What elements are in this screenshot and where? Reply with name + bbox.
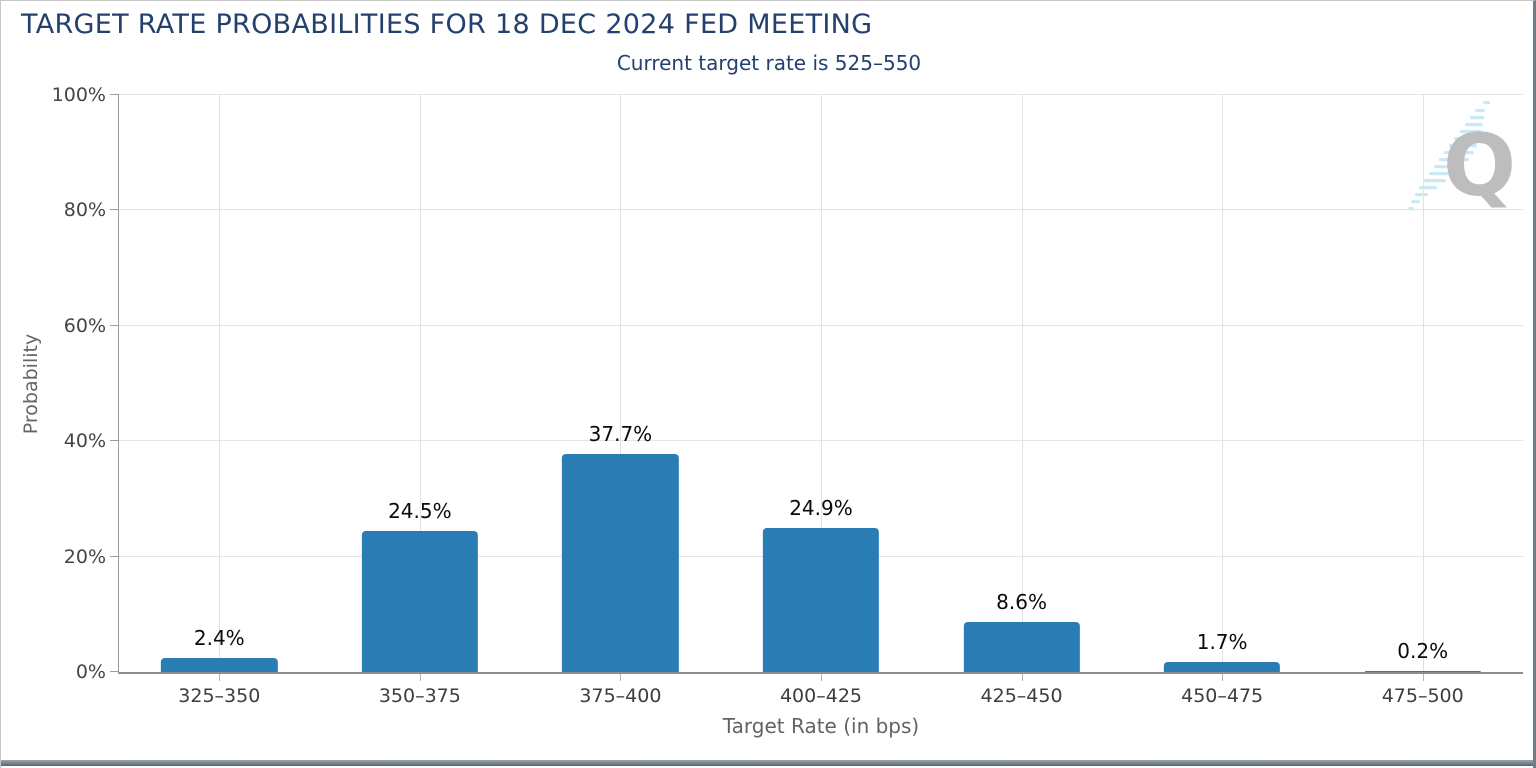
y-axis-tick-label: 0% — [75, 661, 106, 683]
x-axis-tick — [820, 674, 822, 681]
vertical-gridline — [620, 95, 622, 672]
plot-area: 0% 20% 40% 60% 80% 100% 2.4% 325–350 24.5% 350–37… — [52, 84, 1523, 707]
y-axis-tick — [110, 671, 119, 672]
x-axis-tick — [419, 674, 421, 681]
probability-bar[interactable] — [1364, 670, 1481, 672]
x-axis-tick-label: 350–375 — [378, 685, 461, 707]
bar-value-label: 0.2% — [1397, 638, 1449, 663]
current-target-rate-value: 525–550 — [834, 51, 922, 75]
y-axis-tick-label: 20% — [63, 545, 106, 568]
y-axis-tick — [110, 94, 119, 95]
probability-bar[interactable] — [1163, 662, 1281, 672]
y-axis-title: Probability — [20, 333, 42, 435]
vertical-gridline — [219, 95, 221, 672]
subtitle-prefix: Current target rate is — [616, 51, 835, 75]
y-axis-tick-label: 40% — [63, 430, 106, 453]
bar-value-label: 2.4% — [193, 626, 245, 651]
category-column: 8.6% 425–450 — [921, 95, 1122, 707]
vertical-gridline — [1422, 95, 1424, 672]
bar-value-label: 1.7% — [1196, 630, 1248, 655]
category-column: 0.2% 475–500 — [1322, 95, 1523, 707]
category-column: 24.5% 350–375 — [320, 95, 521, 707]
vertical-gridline — [419, 95, 421, 672]
y-axis-tick — [110, 555, 119, 557]
x-axis-title: Target Rate (in bps) — [722, 714, 920, 738]
category-column: 37.7% 375–400 — [520, 95, 721, 707]
y-axis-tick — [110, 324, 119, 326]
x-axis-tick — [1021, 674, 1023, 681]
probability-bar[interactable] — [963, 622, 1080, 672]
x-axis-tick-label: 450–475 — [1181, 685, 1264, 707]
bottom-border-strip — [1, 760, 1533, 766]
category-column: 1.7% 450–475 — [1122, 95, 1323, 707]
x-axis-tick — [219, 674, 221, 681]
y-axis-tick-label: 100% — [51, 84, 106, 106]
y-axis-tick-label: 80% — [63, 199, 106, 222]
bar-value-label: 24.9% — [789, 496, 853, 521]
x-axis-tick-label: 375–400 — [579, 685, 662, 707]
x-axis-tick-label: 400–425 — [779, 685, 862, 707]
chart-subtitle: Current target rate is 525–550 — [617, 51, 921, 75]
vertical-gridline — [1222, 95, 1224, 672]
category-column: 24.9% 400–425 — [721, 95, 922, 707]
logo-swoosh-dashes — [1408, 101, 1490, 211]
y-axis-tick-label: 60% — [63, 314, 106, 337]
x-axis-tick — [1222, 674, 1224, 681]
y-axis-tick — [110, 209, 119, 211]
probability-bar[interactable] — [361, 530, 478, 672]
chart-title: TARGET RATE PROBABILITIES FOR 18 DEC 202… — [21, 9, 873, 40]
probability-bar[interactable] — [562, 454, 679, 672]
q-logo: Q — [1408, 101, 1516, 216]
bar-value-label: 8.6% — [996, 590, 1047, 615]
category-column: 2.4% 325–350 — [119, 95, 320, 707]
horizontal-gridline — [119, 94, 1523, 95]
vertical-gridline — [1021, 95, 1023, 672]
x-axis-tick-label: 425–450 — [980, 685, 1063, 707]
vertical-gridline — [820, 95, 822, 672]
x-axis-tick-label: 325–350 — [178, 685, 261, 707]
x-axis-tick — [1422, 674, 1424, 681]
x-axis-tick-label: 475–500 — [1381, 685, 1464, 707]
y-axis-tick — [110, 440, 119, 442]
x-axis-tick — [620, 674, 622, 681]
bar-value-label: 37.7% — [588, 422, 653, 447]
logo-letter-q: Q — [1443, 116, 1516, 216]
probability-bar[interactable] — [161, 658, 278, 672]
probability-bar[interactable] — [762, 528, 880, 672]
bar-value-label: 24.5% — [388, 498, 452, 523]
